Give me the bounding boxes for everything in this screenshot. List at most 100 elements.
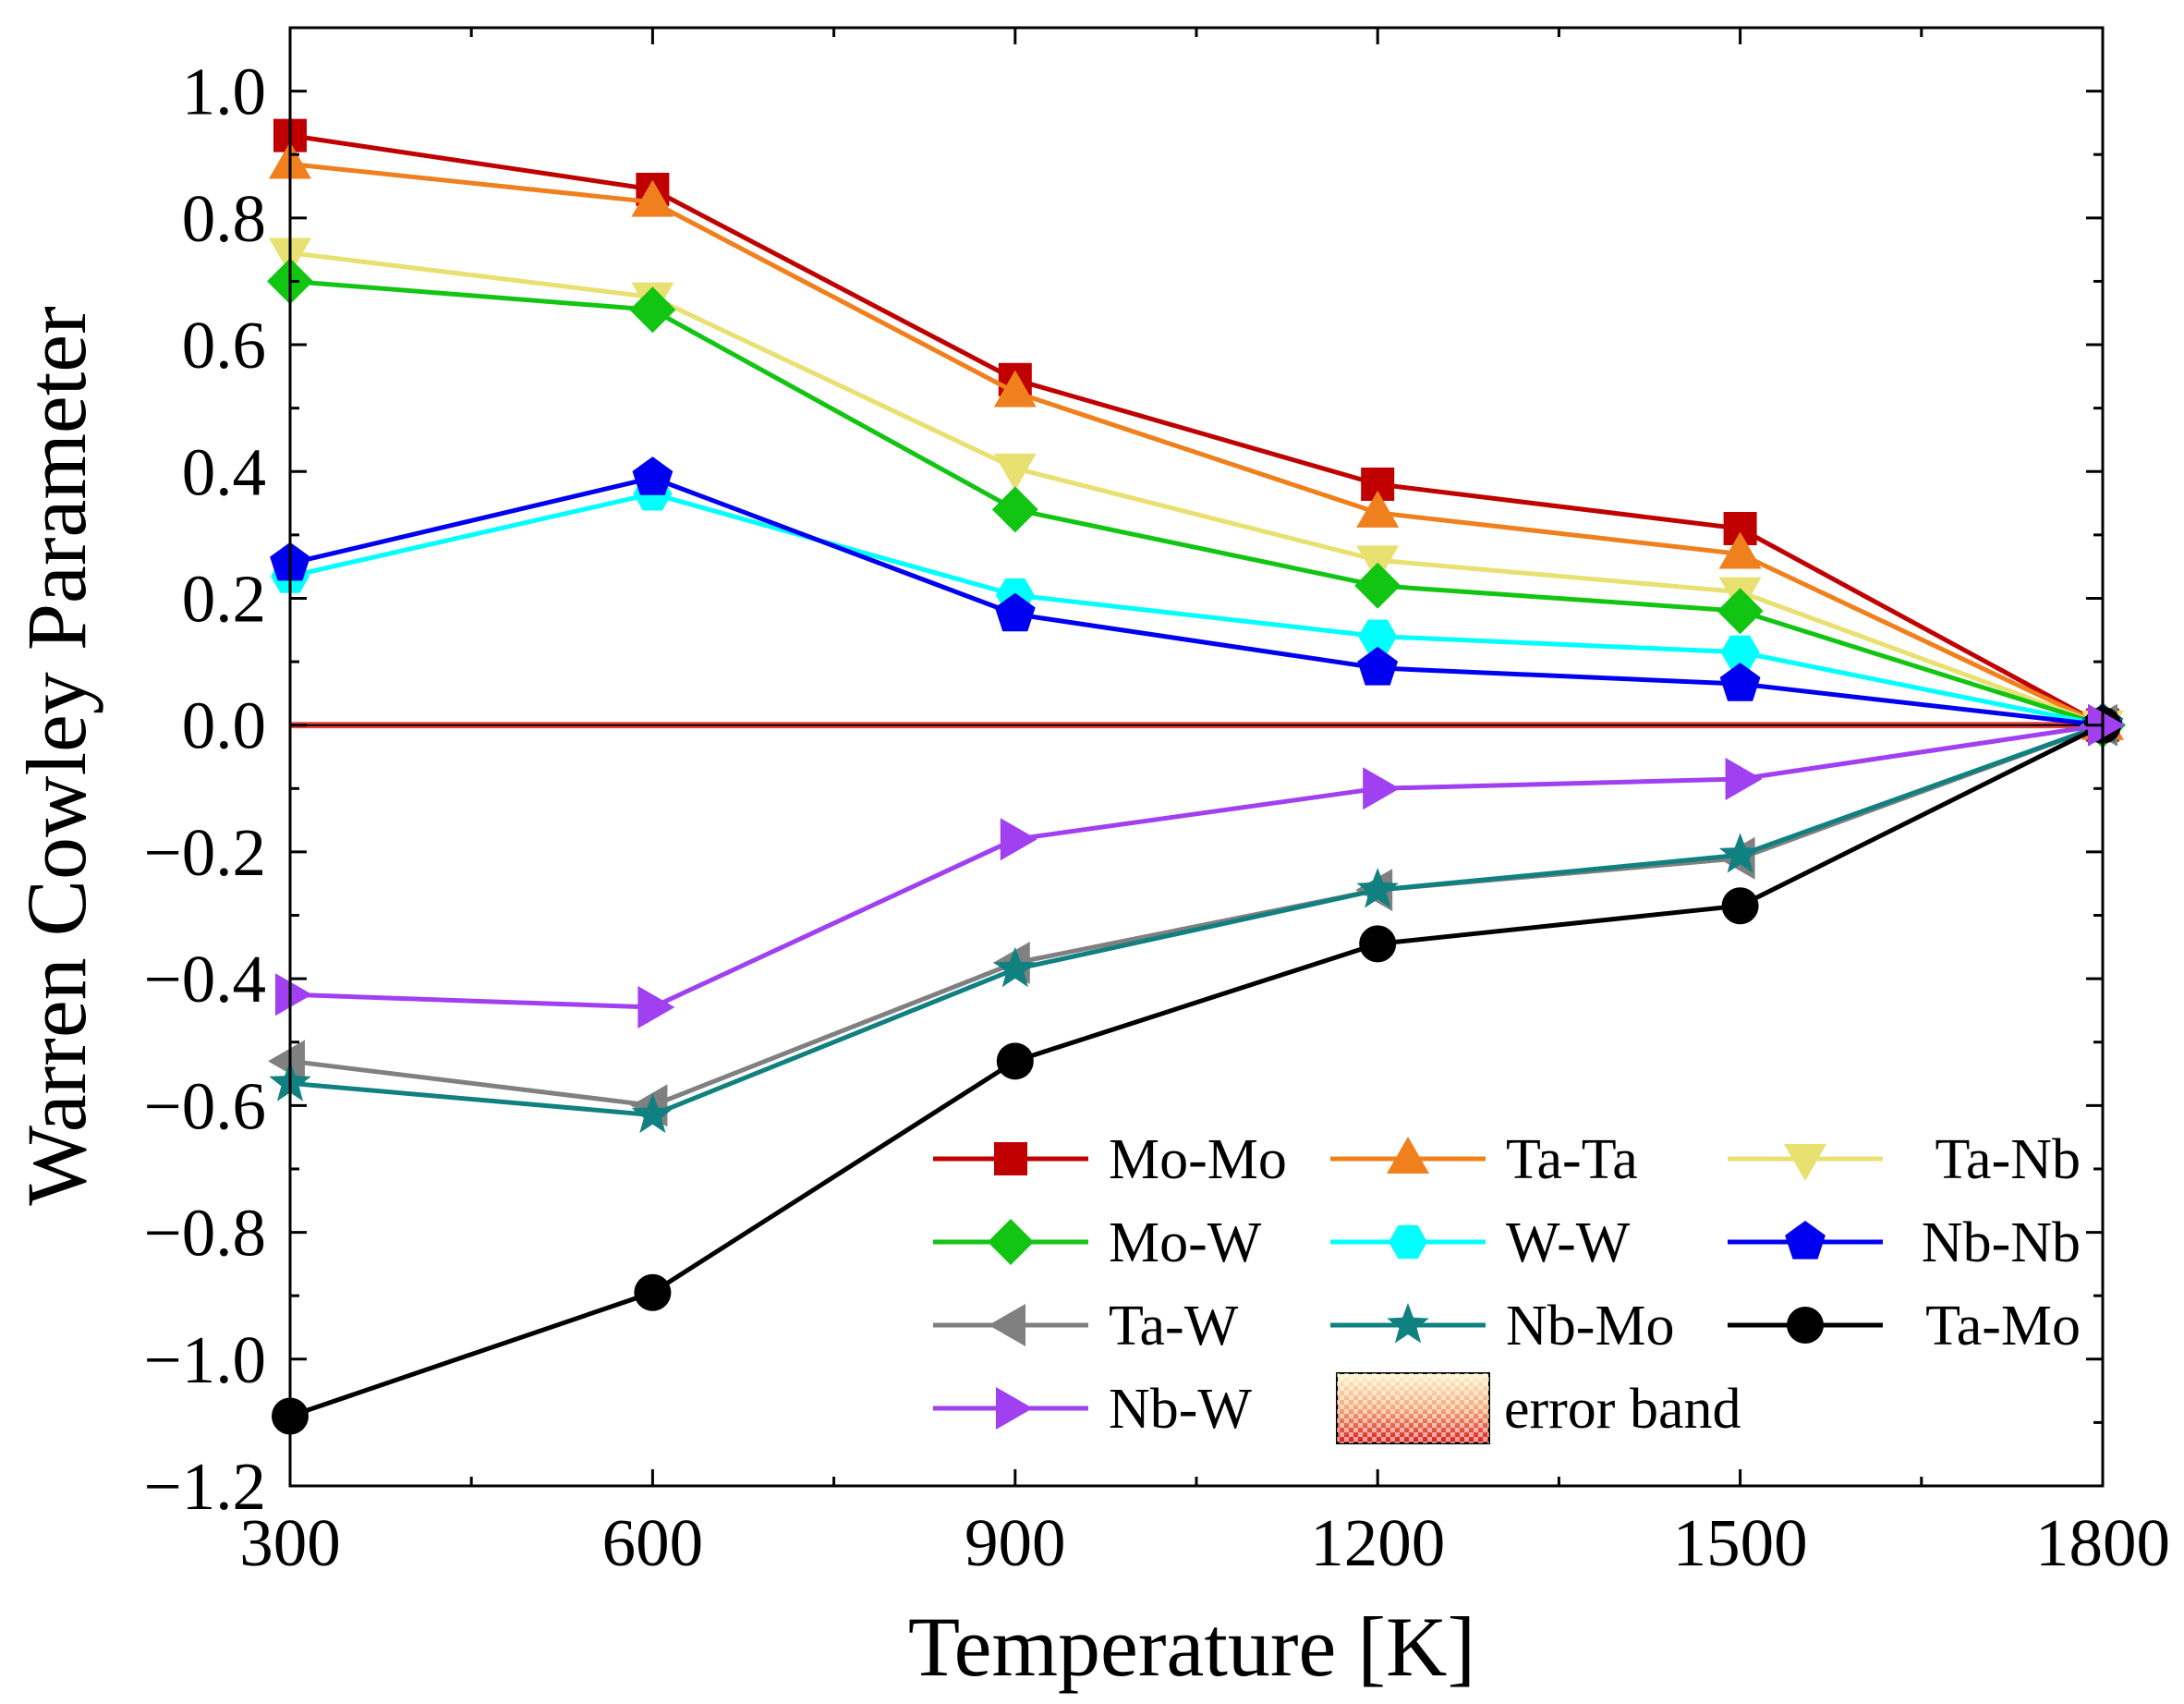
x-tick-label: 600 [602, 1505, 704, 1580]
legend-label: Ta-Ta [1506, 1128, 1638, 1191]
legend-marker [994, 1142, 1027, 1175]
legend-label: Nb-W [1109, 1378, 1252, 1441]
data-point-ta-mo-1200 [1359, 925, 1397, 963]
series-nb-w [275, 703, 2125, 1029]
x-axis-title: Temperature [K] [908, 1600, 1475, 1694]
data-point-ta-ta-600 [631, 179, 674, 217]
series-layer [267, 118, 2126, 1435]
legend-item-mo-w: Mo-W [933, 1211, 1262, 1274]
y-tick-label: 1.0 [182, 55, 266, 129]
data-point-ta-mo-1500 [1721, 887, 1759, 925]
series-line-mo-mo [289, 133, 2105, 727]
series-line-ta-ta [289, 162, 2105, 727]
legend: Mo-Mo Ta-Ta Ta-Nb Mo-W W-W Nb-Nb Ta-W Nb-Mo Ta-M… [933, 1128, 2081, 1444]
series-ta-ta [269, 141, 2124, 740]
series-line-ta-nb [289, 250, 2104, 728]
y-tick-label: −0.4 [144, 942, 266, 1016]
data-point-nb-nb-1200 [1357, 646, 1399, 686]
legend-marker [989, 1304, 1025, 1346]
data-point-nb-mo-1200 [1356, 868, 1399, 908]
series-line-ta-mo [289, 723, 2105, 1418]
data-point-nb-nb-1500 [1719, 663, 1761, 701]
y-tick-label: −1.2 [144, 1449, 266, 1524]
legend-label: Mo-W [1109, 1211, 1262, 1274]
legend-item-mo-mo: Mo-Mo [933, 1128, 1287, 1191]
y-tick-label: −1.0 [144, 1322, 266, 1397]
y-tick-label: 0.8 [182, 181, 266, 256]
series-nb-nb [270, 456, 2123, 743]
axes-layer: 300 600 900 1200 1500 1800 −1.2 −1.0 −0.8 −0.6 −0.… [144, 26, 2170, 1580]
data-point-mo-w-600 [629, 286, 676, 334]
series-mo-mo [273, 118, 2119, 742]
data-point-nb-nb-600 [632, 456, 673, 495]
legend-label: Ta-Nb [1935, 1128, 2081, 1191]
legend-marker [996, 1387, 1033, 1430]
legend-item-ta-w: Ta-W [933, 1295, 1239, 1357]
legend-label: Ta-Mo [1925, 1295, 2081, 1357]
y-tick-label: −0.2 [144, 815, 266, 890]
x-tick-label: 1200 [1310, 1505, 1445, 1580]
x-tick-label: 1500 [1673, 1505, 1808, 1580]
y-tick-label: 0.0 [182, 688, 266, 763]
y-tick-label: 0.6 [182, 308, 266, 383]
data-point-mo-w-1500 [1717, 588, 1764, 635]
data-point-nb-w-900 [1000, 818, 1037, 861]
data-point-nb-nb-900 [994, 592, 1036, 632]
legend-marker [1387, 1137, 1429, 1174]
legend-label: Nb-Nb [1922, 1211, 2081, 1274]
legend-marker [1389, 1224, 1427, 1260]
series-line-nb-nb [289, 475, 2104, 728]
y-tick-label: 0.2 [182, 561, 266, 636]
legend-label: Nb-Mo [1506, 1295, 1675, 1357]
series-line-w-w [289, 491, 2104, 728]
series-ta-mo [272, 706, 2121, 1435]
data-point-ta-mo-900 [996, 1042, 1034, 1080]
legend-item-nb-w: Nb-W [933, 1378, 1252, 1441]
data-point-nb-w-1200 [1363, 767, 1401, 810]
data-point-nb-w-600 [637, 986, 675, 1029]
data-point-nb-w-1800 [2088, 703, 2125, 747]
legend-marker [1785, 1221, 1826, 1260]
data-point-ta-ta-1200 [1356, 490, 1400, 528]
legend-label: error band [1504, 1378, 1741, 1441]
data-point-ta-ta-1500 [1718, 531, 1762, 569]
legend-item-ta-ta: Ta-Ta [1330, 1128, 1638, 1191]
legend-marker [988, 1219, 1034, 1265]
x-tick-label: 300 [239, 1505, 341, 1580]
data-point-nb-mo-900 [994, 946, 1037, 988]
legend-item-nb-nb: Nb-Nb [1728, 1211, 2081, 1274]
series-line-mo-w [289, 278, 2104, 728]
data-point-nb-mo-1500 [1718, 833, 1762, 873]
data-point-w-w-1200 [1358, 619, 1398, 653]
legend-item-w-w: W-W [1330, 1211, 1631, 1274]
legend-swatch-error-band-texture [1337, 1373, 1489, 1443]
y-tick-label: −0.8 [144, 1196, 266, 1271]
data-point-mo-w-1200 [1354, 562, 1401, 609]
legend-item-nb-mo: Nb-Mo [1330, 1295, 1675, 1357]
legend-marker [1784, 1144, 1826, 1181]
data-point-mo-w-900 [991, 486, 1038, 533]
legend-label: W-W [1506, 1211, 1631, 1274]
data-point-ta-nb-900 [993, 453, 1037, 491]
x-tick-label: 900 [965, 1505, 1066, 1580]
legend-marker [1387, 1303, 1429, 1344]
series-ta-nb [269, 237, 2124, 748]
series-ta-w [268, 703, 2117, 1127]
data-point-w-w-1500 [1720, 635, 1760, 669]
data-point-ta-ta-900 [993, 370, 1037, 408]
x-tick-label: 1800 [2035, 1505, 2170, 1580]
data-point-ta-mo-600 [634, 1273, 672, 1311]
legend-item-ta-mo: Ta-Mo [1728, 1295, 2081, 1357]
series-nb-mo [269, 702, 2124, 1134]
data-point-nb-w-1500 [1725, 758, 1763, 801]
legend-label: Mo-Mo [1109, 1128, 1287, 1191]
legend-marker [1787, 1307, 1824, 1344]
series-line-ta-w [289, 723, 2104, 1108]
data-point-ta-w-300 [268, 1040, 305, 1083]
legend-item-error-band: error band [1336, 1372, 1741, 1444]
series-line-nb-mo [289, 723, 2104, 1118]
data-point-nb-w-300 [275, 973, 312, 1016]
y-tick-label: 0.4 [182, 434, 266, 509]
data-point-nb-mo-600 [631, 1092, 674, 1134]
